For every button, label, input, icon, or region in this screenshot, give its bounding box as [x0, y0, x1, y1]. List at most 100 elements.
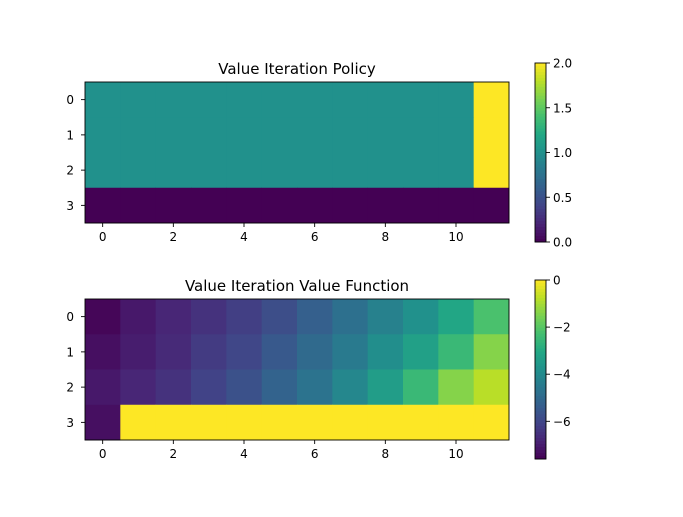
colorbar-segment	[535, 387, 546, 391]
heatmap-cell	[85, 82, 121, 118]
colorbar-segment	[535, 233, 546, 237]
colorbar-segment	[535, 95, 546, 100]
colorbar-segment	[535, 369, 546, 373]
colorbar-segment	[535, 450, 546, 454]
heatmap-cell	[155, 404, 192, 441]
colorbar-segment	[535, 453, 546, 457]
heatmap-cell	[85, 152, 121, 189]
colorbar-segment	[535, 354, 546, 359]
heatmap-cell	[297, 187, 333, 224]
heatmap-cell	[191, 152, 227, 189]
policy-title: Value Iteration Policy	[218, 60, 376, 78]
colorbar-segment	[535, 330, 546, 335]
colorbar-segment	[535, 179, 546, 183]
value-heatmap-cells	[85, 299, 510, 441]
heatmap-cell	[297, 334, 333, 370]
heatmap-cell	[120, 369, 157, 406]
colorbar-segment	[535, 197, 546, 201]
colorbar-segment	[535, 170, 546, 174]
colorbar-segment	[535, 405, 546, 409]
heatmap-cell	[473, 117, 510, 153]
colorbar-segment	[535, 429, 546, 433]
heatmap-cell	[332, 82, 369, 118]
heatmap-cell	[261, 117, 298, 153]
heatmap-cell	[297, 82, 333, 118]
colorbar-segment	[535, 224, 546, 228]
colorbar-segment	[535, 280, 546, 284]
colorbar-segment	[535, 113, 546, 118]
colorbar-segment	[535, 203, 546, 207]
heatmap-cell	[120, 152, 157, 189]
colorbar-segment	[535, 152, 546, 156]
heatmap-cell	[438, 152, 475, 189]
heatmap-cell	[191, 117, 227, 153]
heatmap-cell	[85, 404, 121, 441]
y-tick-label: 3	[66, 416, 74, 430]
heatmap-cell	[473, 369, 510, 406]
colorbar-segment	[535, 83, 546, 88]
heatmap-cell	[403, 117, 439, 153]
colorbar-segment	[535, 432, 546, 436]
colorbar-segment	[535, 227, 546, 231]
heatmap-cell	[473, 404, 510, 441]
colorbar-segment	[535, 360, 546, 365]
x-tick-label: 8	[382, 230, 390, 244]
heatmap-cell	[226, 404, 263, 441]
heatmap-cell	[403, 369, 439, 406]
heatmap-cell	[120, 404, 157, 441]
colorbar-segment	[535, 185, 546, 189]
colorbar-segment	[535, 149, 546, 153]
heatmap-cell	[332, 404, 369, 441]
colorbar-segment	[535, 194, 546, 198]
heatmap-cell	[332, 369, 369, 406]
heatmap-cell	[403, 187, 439, 224]
y-tick-label: 0	[66, 310, 74, 324]
policy-colorbar: 0.0 0.5 1.0 1.5 2.0	[534, 57, 572, 250]
colorbar-segment	[535, 158, 546, 162]
colorbar-segment	[535, 417, 546, 421]
heatmap-cell	[367, 369, 404, 406]
colorbar-segment	[535, 209, 546, 213]
heatmap-cell	[367, 117, 404, 153]
colorbar-tick-label: 1.5	[553, 101, 572, 115]
colorbar-segment	[535, 182, 546, 186]
colorbar-segment	[535, 399, 546, 403]
colorbar-segment	[535, 173, 546, 177]
colorbar-segment	[535, 146, 546, 151]
colorbar-segment	[535, 390, 546, 394]
heatmap-cell	[332, 187, 369, 224]
x-tick-label: 2	[170, 447, 178, 461]
y-tick-label: 1	[66, 128, 74, 142]
x-tick-label: 4	[240, 447, 248, 461]
colorbar-segment	[535, 381, 546, 385]
heatmap-cell	[297, 299, 333, 335]
heatmap-cell	[155, 369, 192, 406]
heatmap-cell	[367, 334, 404, 370]
heatmap-cell	[191, 187, 227, 224]
heatmap-cell	[297, 117, 333, 153]
heatmap-cell	[85, 369, 121, 406]
value-title: Value Iteration Value Function	[185, 277, 409, 295]
colorbar-segment	[535, 191, 546, 195]
colorbar-segment	[535, 324, 546, 329]
heatmap-cell	[155, 334, 192, 370]
y-tick-label: 1	[66, 345, 74, 359]
colorbar-segment	[535, 288, 546, 293]
colorbar-segment	[535, 423, 546, 427]
colorbar-tick-label: 0	[553, 274, 561, 288]
heatmap-cell	[297, 369, 333, 406]
colorbar-segment	[535, 236, 546, 240]
colorbar-segment	[535, 456, 546, 460]
colorbar-segment	[535, 351, 546, 356]
colorbar-segment	[535, 444, 546, 448]
colorbar-segment	[535, 98, 546, 103]
colorbar-tick-label: −2	[553, 321, 571, 335]
heatmap-cell	[261, 187, 298, 224]
colorbar-segment	[535, 294, 546, 299]
colorbar-segment	[535, 402, 546, 406]
heatmap-cell	[120, 334, 157, 370]
colorbar-segment	[535, 143, 546, 148]
colorbar-segment	[535, 372, 546, 376]
heatmap-cell	[85, 299, 121, 335]
